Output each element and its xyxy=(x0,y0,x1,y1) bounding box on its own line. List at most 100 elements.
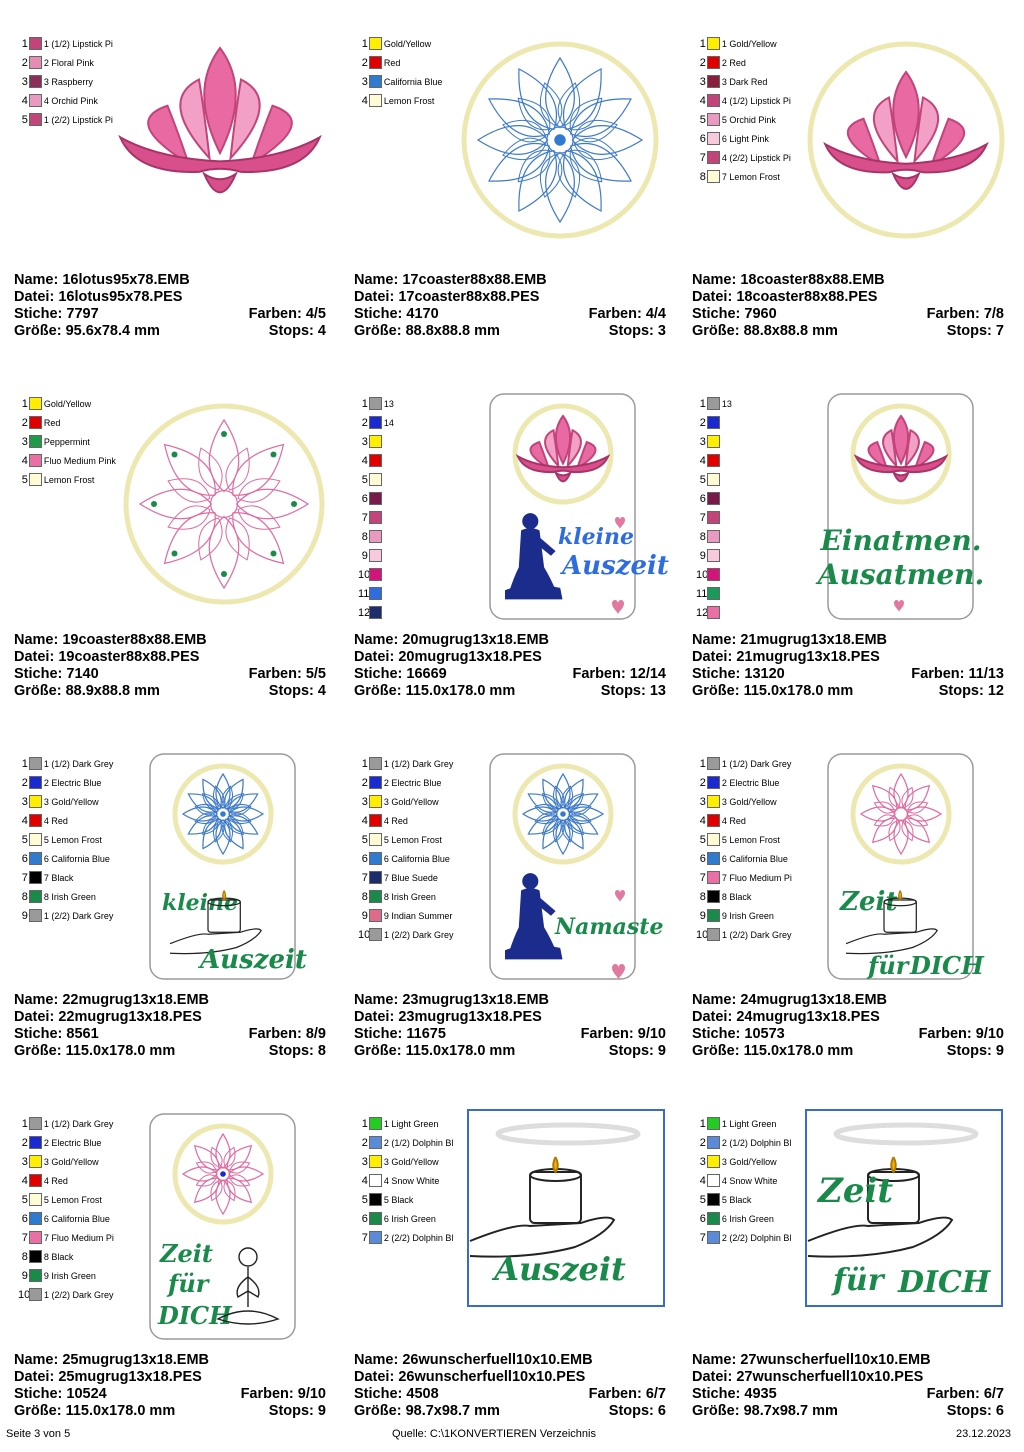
color-name: 1 Gold/Yellow xyxy=(721,38,777,49)
color-swatch xyxy=(368,909,382,922)
design-card: 1 Gold/Yellow 2 Red 3 California Blue 4 … xyxy=(340,12,678,372)
color-row: 8 8 Irish Green xyxy=(18,887,123,906)
color-index: 7 xyxy=(699,871,706,884)
color-name: 1 (1/2) Dark Grey xyxy=(383,758,454,769)
color-name: 1 Light Green xyxy=(383,1118,439,1129)
color-swatch xyxy=(706,454,720,467)
color-row: 3 California Blue xyxy=(358,72,463,91)
color-index: 9 xyxy=(361,909,368,922)
color-row: 6 6 California Blue xyxy=(18,1209,123,1228)
color-index: 10 xyxy=(18,1288,31,1301)
design-name: 16lotus95x78.EMB xyxy=(62,272,190,288)
color-row: 6 6 Irish Green xyxy=(696,1209,801,1228)
color-swatch xyxy=(706,795,720,808)
color-index: 8 xyxy=(699,890,706,903)
color-index: 1 xyxy=(21,1117,28,1130)
color-name: 1 (2/2) Dark Grey xyxy=(43,910,114,921)
color-swatch xyxy=(368,1231,382,1244)
page-number: Seite 3 von 5 xyxy=(6,1428,71,1440)
stop-count: 7 xyxy=(995,323,1004,339)
color-swatch xyxy=(368,814,382,827)
color-name: 7 Fluo Medium Pi xyxy=(721,872,792,883)
color-name: 6 California Blue xyxy=(43,853,110,864)
color-name: 3 Gold/Yellow xyxy=(721,1156,777,1167)
color-index: 8 xyxy=(699,530,706,543)
design-info: Name: 17coaster88x88.EMB Datei: 17coaste… xyxy=(354,272,666,339)
color-index: 7 xyxy=(361,871,368,884)
color-name: 4 Red xyxy=(43,1175,68,1186)
color-name: 7 Blue Suede xyxy=(383,872,438,883)
color-index: 6 xyxy=(361,1212,368,1225)
color-index: 4 xyxy=(21,454,28,467)
color-name: 5 Black xyxy=(383,1194,414,1205)
color-row: 8 xyxy=(696,527,801,546)
color-row: 3 3 Gold/Yellow xyxy=(18,792,123,811)
design-file: 26wunscherfuell10x10.PES xyxy=(398,1369,586,1385)
color-name: 1 (1/2) Lipstick Pi xyxy=(43,38,113,49)
color-row: 1 1 Light Green xyxy=(358,1114,463,1133)
color-row: 2 Red xyxy=(358,53,463,72)
color-index: 5 xyxy=(699,473,706,486)
color-swatch xyxy=(706,1155,720,1168)
design-info: Name: 16lotus95x78.EMB Datei: 16lotus95x… xyxy=(14,272,326,339)
color-swatch xyxy=(28,871,42,884)
color-swatch xyxy=(706,151,720,164)
color-row: 2 2 Electric Blue xyxy=(696,773,801,792)
color-row: 1 1 (1/2) Dark Grey xyxy=(18,1114,123,1133)
color-row: 6 6 California Blue xyxy=(18,849,123,868)
design-preview xyxy=(123,403,325,605)
color-name: 6 California Blue xyxy=(721,853,788,864)
color-swatch xyxy=(706,852,720,865)
color-count: 12/14 xyxy=(629,666,666,682)
color-row: 11 xyxy=(696,584,801,603)
color-name: 7 Lemon Frost xyxy=(721,171,780,182)
color-name: 1 (2/2) Dark Grey xyxy=(44,1289,114,1300)
color-row: 6 xyxy=(696,489,801,508)
color-row: 5 5 Lemon Frost xyxy=(358,830,463,849)
color-name: 1 (1/2) Dark Grey xyxy=(43,758,114,769)
color-index: 12 xyxy=(358,606,371,619)
design-preview: Zeit für DICH xyxy=(805,1109,1003,1307)
color-swatch xyxy=(28,1136,42,1149)
design-size: 115.0x178.0 mm xyxy=(65,1403,176,1419)
color-index: 1 xyxy=(699,1117,706,1130)
color-row: 10 1 (2/2) Dark Grey xyxy=(696,925,801,944)
color-row: 3 xyxy=(358,432,463,451)
stop-count: 4 xyxy=(317,323,326,339)
color-list: 1 1 Gold/Yellow 2 2 Red 3 3 Dark Red 4 4… xyxy=(696,34,801,186)
color-row: 9 9 Indian Summer xyxy=(358,906,463,925)
stitch-count: 11675 xyxy=(406,1026,446,1042)
color-swatch xyxy=(28,113,42,126)
color-list: 1 13 2 14 3 4 5 6 7 8 xyxy=(358,394,463,622)
color-index: 3 xyxy=(699,75,706,88)
color-index: 1 xyxy=(21,37,28,50)
color-swatch xyxy=(368,511,382,524)
color-swatch xyxy=(28,833,42,846)
stitch-count: 7797 xyxy=(66,306,99,322)
color-swatch xyxy=(706,1193,720,1206)
design-file: 21mugrug13x18.PES xyxy=(736,649,880,665)
stop-count: 9 xyxy=(657,1043,666,1059)
design-size: 115.0x178.0 mm xyxy=(405,1043,516,1059)
color-index: 4 xyxy=(361,454,368,467)
color-row: 11 xyxy=(358,584,463,603)
color-name: 1 Light Green xyxy=(721,1118,777,1129)
color-row: 8 8 Irish Green xyxy=(358,887,463,906)
color-row: 4 4 (1/2) Lipstick Pi xyxy=(696,91,801,110)
color-index: 4 xyxy=(699,814,706,827)
art-text-kleine: kleine xyxy=(162,890,238,916)
color-index: 1 xyxy=(361,1117,368,1130)
color-row: 9 xyxy=(696,546,801,565)
color-row: 3 3 Gold/Yellow xyxy=(18,1152,123,1171)
color-index: 3 xyxy=(699,435,706,448)
color-swatch xyxy=(368,1136,382,1149)
color-swatch xyxy=(706,56,720,69)
color-row: 1 1 (1/2) Dark Grey xyxy=(18,754,123,773)
design-card: 1 1 (1/2) Lipstick Pi 2 2 Floral Pink 3 … xyxy=(0,12,338,372)
color-count: 9/10 xyxy=(975,1026,1004,1042)
color-list: 1 Gold/Yellow 2 Red 3 California Blue 4 … xyxy=(358,34,463,110)
color-index: 5 xyxy=(21,1193,28,1206)
design-file: 25mugrug13x18.PES xyxy=(58,1369,202,1385)
color-row: 2 14 xyxy=(358,413,463,432)
color-swatch xyxy=(28,852,42,865)
